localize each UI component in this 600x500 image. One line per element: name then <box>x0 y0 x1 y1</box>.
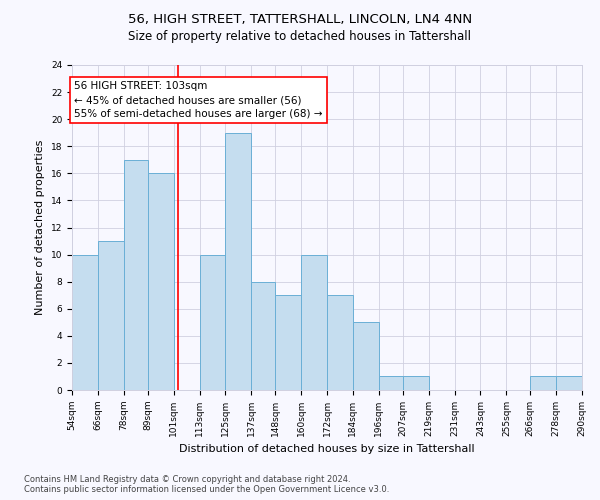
Text: Size of property relative to detached houses in Tattershall: Size of property relative to detached ho… <box>128 30 472 43</box>
Bar <box>226 132 251 390</box>
Text: 56 HIGH STREET: 103sqm
← 45% of detached houses are smaller (56)
55% of semi-det: 56 HIGH STREET: 103sqm ← 45% of detached… <box>74 81 323 119</box>
Y-axis label: Number of detached properties: Number of detached properties <box>35 140 45 315</box>
Bar <box>327 295 353 390</box>
Bar <box>556 376 582 390</box>
Bar <box>251 282 275 390</box>
Bar <box>403 376 428 390</box>
Bar <box>301 254 327 390</box>
Bar <box>199 254 226 390</box>
Bar <box>379 376 403 390</box>
Text: Contains HM Land Registry data © Crown copyright and database right 2024.: Contains HM Land Registry data © Crown c… <box>24 476 350 484</box>
Bar <box>148 174 173 390</box>
Bar <box>124 160 148 390</box>
Bar <box>353 322 379 390</box>
Bar <box>72 254 98 390</box>
Text: Contains public sector information licensed under the Open Government Licence v3: Contains public sector information licen… <box>24 486 389 494</box>
Bar <box>275 295 301 390</box>
X-axis label: Distribution of detached houses by size in Tattershall: Distribution of detached houses by size … <box>179 444 475 454</box>
Bar <box>98 241 124 390</box>
Bar <box>530 376 556 390</box>
Text: 56, HIGH STREET, TATTERSHALL, LINCOLN, LN4 4NN: 56, HIGH STREET, TATTERSHALL, LINCOLN, L… <box>128 12 472 26</box>
